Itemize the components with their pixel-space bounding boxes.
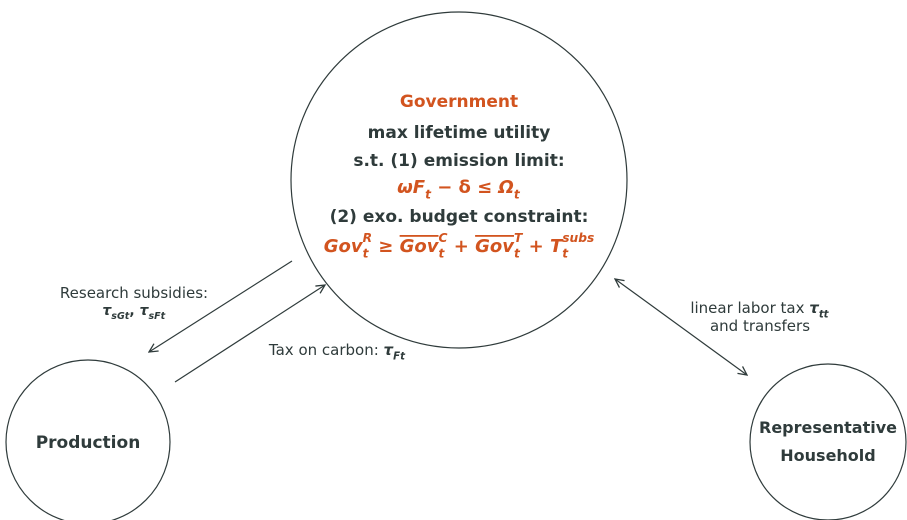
text-part: t [439, 246, 446, 260]
government-node [290, 11, 628, 349]
text-part: t [514, 187, 521, 201]
household-label: Household [780, 446, 875, 465]
text-part: t [363, 246, 370, 260]
gov-line: s.t. (1) emission limit: [353, 151, 564, 171]
text-part: tt [819, 310, 830, 321]
carbon-arrow [174, 285, 325, 383]
household-node [749, 363, 907, 520]
text-part: T [514, 231, 524, 245]
budget-label: (2) exo. budget constraint: [330, 207, 589, 227]
labor-arrow [615, 279, 747, 375]
labor-label: and transfers [710, 317, 810, 335]
text-part: ≥ [372, 236, 400, 257]
gov-line: max lifetime utility [368, 123, 551, 143]
production-node [5, 359, 171, 520]
text-part: C [439, 231, 448, 245]
text-part: Gov [400, 236, 440, 257]
text-part: T [550, 236, 564, 257]
text-part: τ [102, 303, 112, 319]
production-label: Production [36, 433, 141, 453]
text-part: ωF [397, 177, 426, 198]
gov-title: Government [400, 92, 518, 112]
text-part: subs [562, 231, 594, 245]
text-part: sGt [111, 311, 129, 322]
budget-constraint: GovtR ≥ GovtC + GovtT + Ttsubs [324, 231, 595, 260]
text-part: t [425, 187, 432, 201]
text-part: + [447, 236, 475, 257]
text-part: , [129, 303, 139, 319]
research-arrow [149, 260, 293, 352]
research-symbols: τsGt, τsFt [102, 303, 165, 322]
carbon-label: Tax on carbon: τFt [268, 341, 406, 363]
text-part: + [522, 236, 550, 257]
emission-limit: ωFt − δ ≤ Ωt [397, 177, 521, 201]
text-part: τ [809, 299, 819, 317]
text-part: − δ ≤ [431, 177, 499, 198]
text-part: sFt [148, 311, 165, 322]
text-part: τ [140, 303, 150, 319]
text-part: Tax on carbon: [268, 341, 384, 359]
text-part: τ [384, 341, 394, 359]
text-part: Ft [393, 352, 406, 363]
text-part: Ω [498, 177, 514, 198]
text-part: linear labor tax [690, 299, 809, 317]
household-label: Representative [759, 418, 897, 437]
text-part: Gov [324, 236, 364, 257]
labor-label: linear labor tax τtt [690, 299, 829, 321]
text-part: t [562, 246, 569, 260]
research-label: Research subsidies: [60, 284, 208, 302]
text-part: t [514, 246, 521, 260]
text-part: Gov [475, 236, 515, 257]
text-part: R [363, 231, 372, 245]
